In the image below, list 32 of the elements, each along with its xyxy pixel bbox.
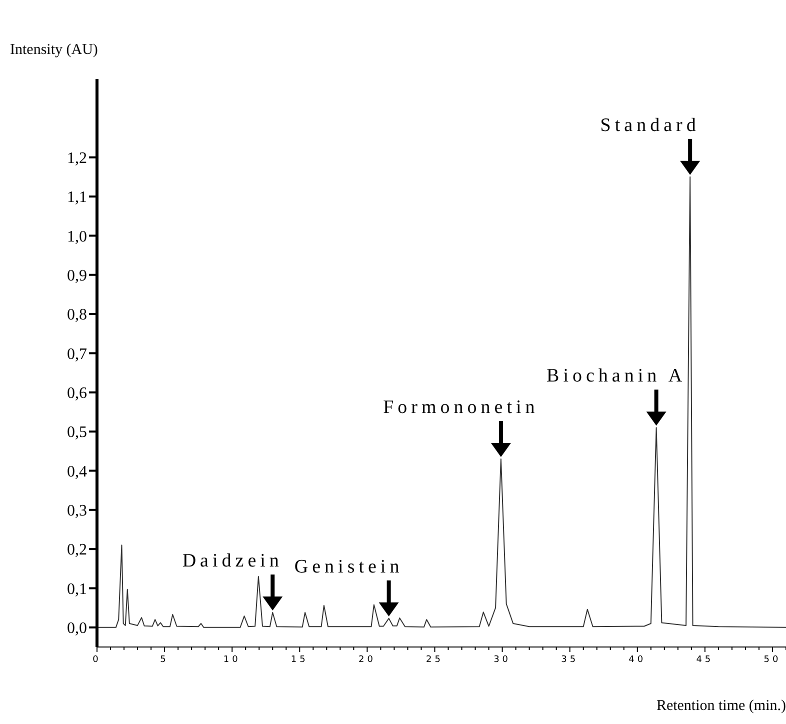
- x-tick-label: 40: [628, 655, 646, 665]
- y-tick-label: 0,3: [67, 502, 87, 520]
- y-tick-label: 0,5: [67, 424, 87, 442]
- y-tick-label: 0,7: [67, 346, 87, 363]
- y-tick-label: 1,0: [67, 228, 87, 246]
- annotation: Daidzein: [182, 550, 283, 572]
- y-tick-label: 0,0: [67, 620, 87, 638]
- x-tick-label: 20: [358, 655, 376, 665]
- x-tick-label: 35: [561, 655, 579, 665]
- y-tick-label: 0,6: [67, 385, 87, 402]
- x-tick-label: 45: [696, 655, 714, 665]
- x-tick-label: 10: [223, 655, 241, 665]
- x-tick-label: 50: [764, 655, 782, 665]
- annotation: Genistein: [294, 556, 404, 578]
- line-series: [97, 176, 786, 628]
- y-tick-label: 0,1: [67, 580, 87, 598]
- y-tick-label: 0,8: [67, 306, 87, 324]
- annotation: Formononetin: [383, 396, 539, 418]
- annotation: Biochanin A: [546, 366, 686, 387]
- y-tick-label: 1,2: [67, 150, 87, 168]
- x-tick-label: 5: [160, 655, 169, 665]
- y-tick-label: 0,2: [67, 542, 87, 559]
- y-tick-label: 1,1: [67, 189, 87, 206]
- x-axis-title: Retention time (min.): [656, 698, 786, 715]
- x-tick-label: 0: [92, 655, 102, 665]
- x-tick-label: 30: [494, 655, 512, 665]
- y-axis-title: Intensity (AU): [10, 42, 98, 59]
- y-tick-label: 0,4: [67, 463, 87, 480]
- x-tick-label: 25: [426, 655, 444, 665]
- x-tick-label: 15: [290, 655, 308, 665]
- annotation: Standard: [600, 114, 700, 136]
- y-tick-label: 0,9: [67, 268, 87, 285]
